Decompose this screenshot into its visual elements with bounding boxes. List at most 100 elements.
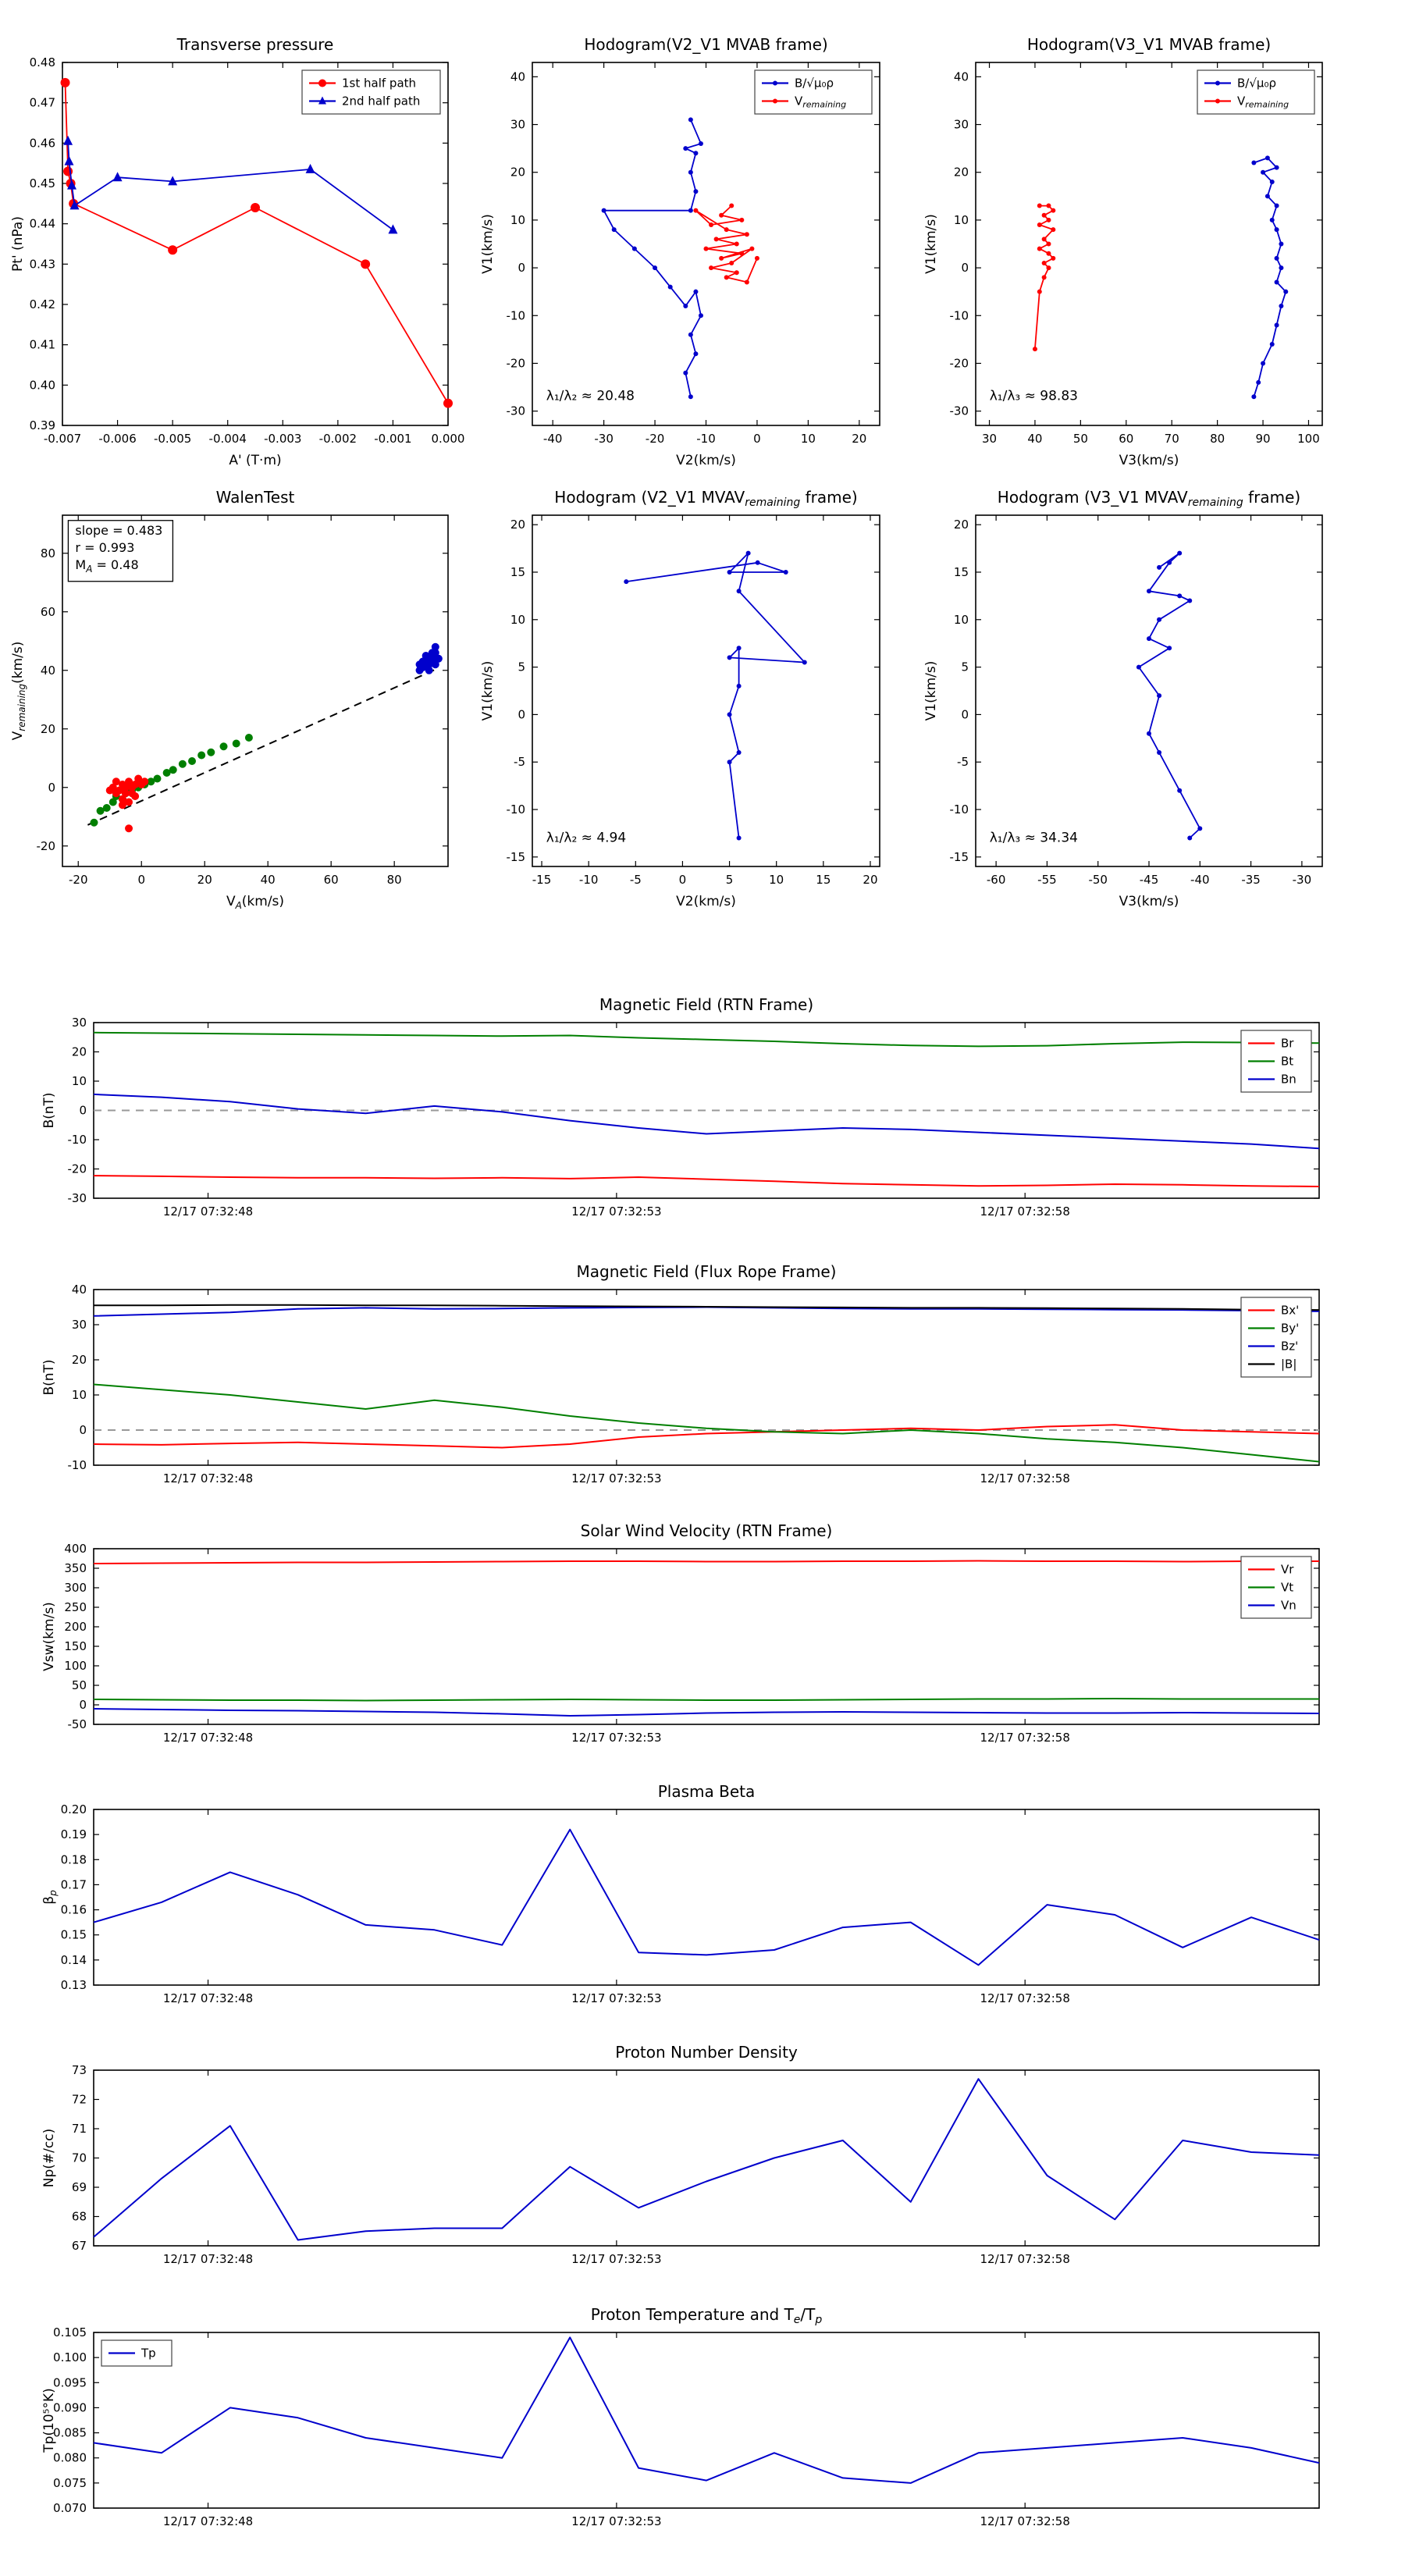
y-axis-ticks: -30 -20 -10 0 10 20 30 40 bbox=[507, 69, 880, 418]
info-box: slope = 0.483 r = 0.993 MA = 0.48 bbox=[67, 520, 174, 582]
panel-proton-temperature: Proton Temperature and Te/Tp 12/17 07:32:… bbox=[23, 2293, 1335, 2543]
y-tick-label: -10 bbox=[507, 308, 526, 322]
x-tick-label: -45 bbox=[1140, 873, 1159, 887]
series-b bbox=[94, 1304, 1320, 1311]
y-tick-label: 350 bbox=[64, 1561, 87, 1575]
y-tick-label: 0.47 bbox=[30, 96, 55, 110]
y-tick-label: 150 bbox=[64, 1639, 87, 1653]
y-tick-label: 0.41 bbox=[30, 338, 55, 352]
x-tick-label: -40 bbox=[1190, 873, 1210, 887]
x-tick-label: -15 bbox=[532, 873, 552, 887]
series-fit bbox=[87, 667, 439, 826]
x-tick-label: 90 bbox=[1256, 432, 1271, 446]
x-tick-label: -30 bbox=[1293, 873, 1312, 887]
x-tick-label: 20 bbox=[197, 873, 212, 887]
x-tick-label: -0.006 bbox=[98, 432, 136, 446]
y-tick-label: -15 bbox=[507, 850, 526, 864]
y-axis-ticks: -20 0 20 40 60 80 bbox=[37, 546, 448, 853]
x-tick-label: 12/17 07:32:48 bbox=[163, 1204, 253, 1219]
legend: B/√μ₀ρ Vremaining bbox=[1197, 69, 1315, 115]
x-tick-label: 60 bbox=[324, 873, 339, 887]
y-tick-label: 67 bbox=[72, 2239, 87, 2253]
y-tick-label: 20 bbox=[510, 165, 525, 180]
series-2nd-half-path bbox=[63, 135, 398, 234]
x-tick-label: 12/17 07:32:53 bbox=[571, 1731, 661, 1745]
y-tick-label: 15 bbox=[510, 565, 525, 579]
x-tick-label: 0.000 bbox=[432, 432, 465, 446]
panel-walen-test: WalenTest -20 0 20 40 60 80 -20 0 20 40 60 80 VA(km/s… bbox=[0, 480, 476, 948]
panel-transverse-pressure: Transverse pressure -0.007 -0.006 -0.005 -0.… bbox=[0, 9, 476, 478]
x-axis-label: VA(km/s) bbox=[226, 894, 284, 911]
y-tick-label: 72 bbox=[72, 2093, 87, 2107]
series-b bbox=[1251, 155, 1289, 400]
y-tick-label: 0.15 bbox=[61, 1928, 87, 1942]
chart-title: Magnetic Field (RTN Frame) bbox=[599, 995, 813, 1014]
y-axis-ticks: -50 0 50 100 150 200 250 300 350 400 bbox=[64, 1542, 1319, 1731]
x-tick-label: -0.003 bbox=[264, 432, 301, 446]
x-axis-ticks: -60 -55 -50 -45 -40 -35 -30 bbox=[987, 515, 1311, 887]
y-tick-label: 30 bbox=[72, 1016, 87, 1030]
y-axis-label: Np(#/cc) bbox=[41, 2129, 57, 2187]
hodogram-v2-v1-mvav-svg: Hodogram (V2_V1 MVAVremaining frame)-15-… bbox=[480, 488, 880, 909]
x-tick-label: -20 bbox=[646, 432, 665, 446]
plot-area bbox=[975, 62, 1323, 426]
x-tick-label: 10 bbox=[769, 873, 784, 887]
y-axis-label: B(nT) bbox=[41, 1359, 57, 1395]
y-tick-label: 0.080 bbox=[53, 2451, 87, 2465]
legend-label: B/√μ₀ρ bbox=[795, 76, 834, 91]
legend-label: Tp bbox=[140, 2347, 156, 2361]
plot-area bbox=[975, 514, 1323, 867]
x-tick-label: -0.007 bbox=[44, 432, 81, 446]
y-tick-label: 0.14 bbox=[61, 1953, 87, 1967]
x-axis-ticks: 12/17 07:32:48 12/17 07:32:53 12/17 07:32:… bbox=[163, 1549, 1070, 1745]
plot-area bbox=[93, 2069, 1320, 2247]
legend: Br Bt Bn bbox=[1240, 1030, 1312, 1093]
y-tick-label: 0.075 bbox=[53, 2476, 87, 2490]
series-vt bbox=[93, 1698, 1319, 1702]
x-tick-label: 15 bbox=[816, 873, 831, 887]
y-tick-label: 30 bbox=[510, 118, 525, 132]
y-tick-label: 250 bbox=[64, 1600, 87, 1614]
chart-title: Magnetic Field (Flux Rope Frame) bbox=[577, 1262, 837, 1281]
series-bn bbox=[93, 1093, 1320, 1150]
y-tick-label: 40 bbox=[72, 1283, 87, 1297]
chart-title: Hodogram(V2_V1 MVAB frame) bbox=[584, 35, 827, 54]
annotation: λ₁/λ₂ ≈ 4.94 bbox=[546, 831, 626, 846]
plot-area bbox=[93, 1809, 1320, 1986]
x-tick-label: -60 bbox=[987, 873, 1006, 887]
legend-label: B/√μ₀ρ bbox=[1237, 76, 1276, 91]
y-axis-label: B(nT) bbox=[41, 1092, 57, 1128]
y-tick-label: 0.17 bbox=[61, 1877, 87, 1891]
annotation: λ₁/λ₂ ≈ 20.48 bbox=[546, 388, 635, 404]
y-tick-label: 30 bbox=[72, 1318, 87, 1332]
x-tick-label: -35 bbox=[1241, 873, 1261, 887]
x-tick-label: 10 bbox=[801, 432, 816, 446]
walen-test-svg: WalenTest -20 0 20 40 60 80 -20 0 20 40 60 80 VA(km/s… bbox=[10, 488, 449, 911]
hodogram-v3-v1-mvav-svg: Hodogram (V3_V1 MVAVremaining frame)-60-… bbox=[923, 488, 1323, 909]
plot-area bbox=[93, 1548, 1320, 1725]
legend-label: Br bbox=[1281, 1037, 1294, 1051]
panel-hodogram-v3-v1-mvav: Hodogram (V3_V1 MVAVremaining frame) -60-… bbox=[912, 480, 1350, 948]
panel-plasma-beta: Plasma Beta 12/17 07:32:48 12/17 07:32:53 1… bbox=[23, 1770, 1335, 2020]
x-tick-label: 0 bbox=[137, 873, 145, 887]
y-tick-label: 0.46 bbox=[30, 136, 55, 150]
x-tick-label: 5 bbox=[726, 873, 734, 887]
legend-label: Bx' bbox=[1281, 1304, 1299, 1318]
info-box-line: slope = 0.483 bbox=[75, 523, 162, 538]
y-tick-label: 0 bbox=[79, 1423, 87, 1437]
legend-label: Vremaining bbox=[1237, 94, 1289, 110]
y-tick-label: 0.44 bbox=[30, 217, 55, 231]
x-tick-label: -0.002 bbox=[319, 432, 357, 446]
y-tick-label: 0 bbox=[961, 261, 969, 275]
y-tick-label: 20 bbox=[72, 1045, 87, 1059]
y-tick-label: 10 bbox=[954, 213, 969, 227]
y-tick-label: 200 bbox=[64, 1620, 87, 1634]
x-tick-label: 80 bbox=[1210, 432, 1225, 446]
y-tick-label: 0.13 bbox=[61, 1978, 87, 1992]
y-tick-label: 0.090 bbox=[53, 2400, 87, 2414]
panel-magnetic-field-flux-rope: Magnetic Field (Flux Rope Frame) 12/17 07… bbox=[23, 1251, 1335, 1500]
x-tick-label: -0.001 bbox=[374, 432, 411, 446]
x-tick-label: 60 bbox=[1119, 432, 1133, 446]
legend: Tp bbox=[101, 2339, 173, 2367]
y-tick-label: -10 bbox=[507, 802, 526, 817]
